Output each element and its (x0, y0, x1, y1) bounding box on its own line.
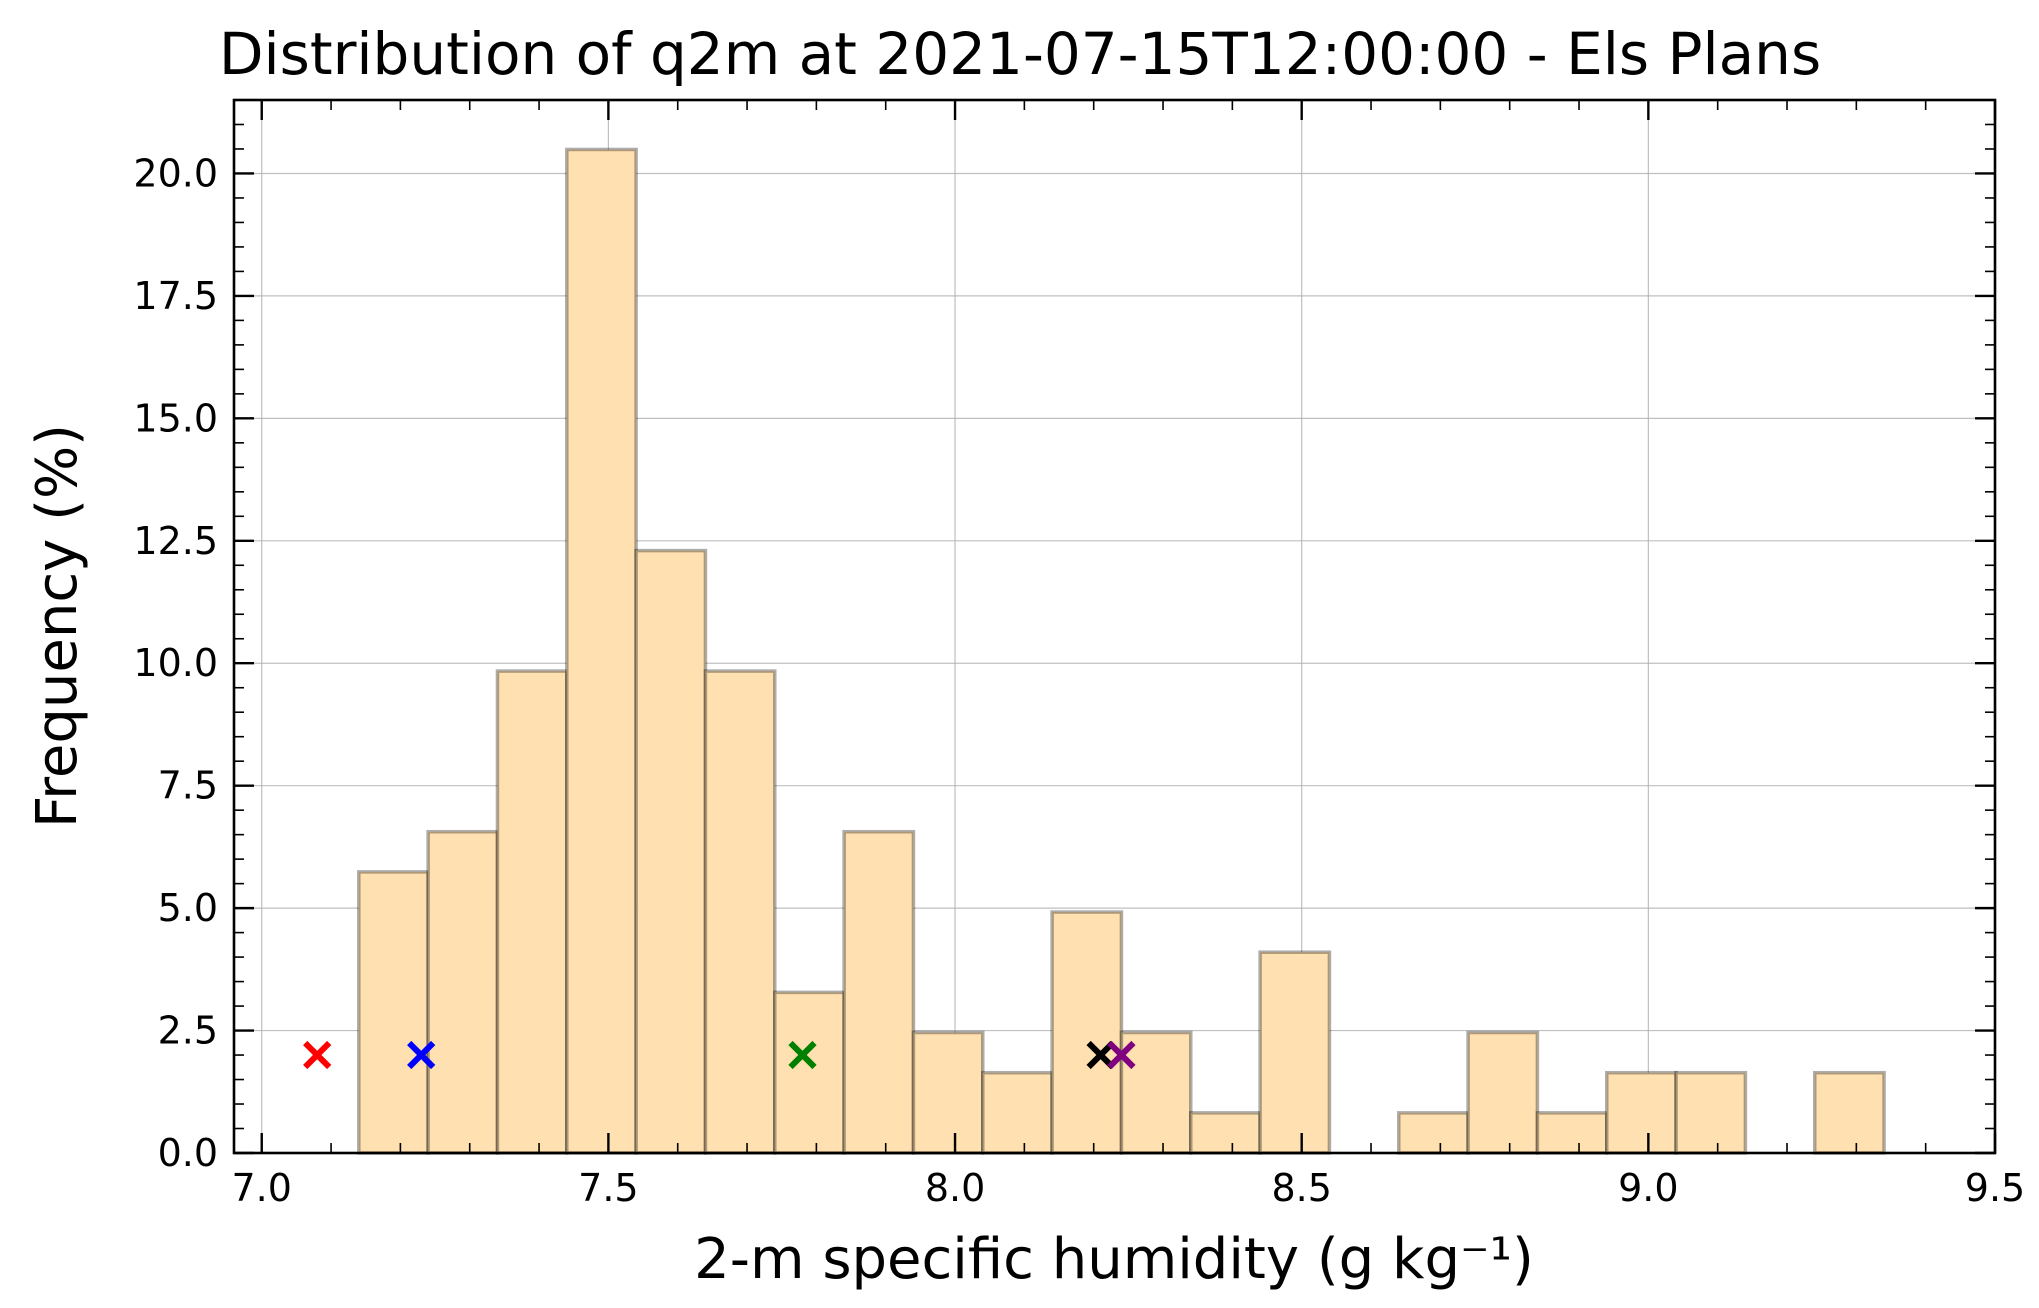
x-tick-label: 8.0 (925, 1166, 985, 1210)
x-tick-label: 7.0 (232, 1166, 292, 1210)
histogram-bar (1189, 1111, 1262, 1155)
y-tick-label: 17.5 (133, 274, 218, 318)
x-marker (407, 1040, 436, 1070)
histogram-bar (1397, 1111, 1470, 1155)
x-tick-label: 8.5 (1271, 1166, 1331, 1210)
y-tick-label: 15.0 (133, 396, 218, 440)
y-tick-label: 20.0 (133, 151, 218, 195)
y-tick-label: 0.0 (158, 1131, 218, 1175)
histogram-bar (1466, 1030, 1540, 1155)
x-marker (1086, 1040, 1115, 1070)
histogram-bar (842, 829, 916, 1155)
x-axis-label: 2-m specific humidity (g kg⁻¹) (694, 1227, 1534, 1292)
histogram-bar (1674, 1070, 1748, 1155)
x-marker (303, 1040, 332, 1070)
histogram-bar (1604, 1070, 1678, 1155)
histogram-bar (565, 147, 638, 1155)
x-tick-label: 9.0 (1618, 1166, 1678, 1210)
plot-frame (232, 98, 1997, 1155)
x-tick-label: 7.5 (578, 1166, 638, 1210)
histogram-bar (634, 548, 708, 1155)
y-axis-label: Frequency (%) (25, 424, 90, 828)
histogram-bar (426, 829, 500, 1155)
y-tick-label: 7.5 (158, 764, 218, 808)
y-tick-label: 10.0 (133, 641, 218, 685)
histogram-bar (495, 669, 569, 1155)
histogram-bar (1050, 910, 1124, 1155)
x-marker (788, 1040, 817, 1070)
y-tick-labels: 0.0 2.5 5.0 7.5 10.0 12.5 15.0 17.5 20.0 (133, 151, 218, 1175)
histogram-bar (1119, 1030, 1193, 1155)
histogram-bar (911, 1030, 985, 1155)
histogram-bars (357, 147, 1886, 1155)
histogram-bar (1812, 1070, 1886, 1155)
histogram-bar (1258, 950, 1332, 1155)
histogram-bar (773, 990, 846, 1155)
histogram-bar (703, 669, 777, 1155)
axis-ticks (234, 100, 1997, 1155)
histogram-bar (357, 870, 430, 1155)
histogram-bar (1535, 1111, 1609, 1155)
x-marker (1107, 1040, 1136, 1070)
histogram-bar (981, 1070, 1054, 1155)
x-tick-label: 9.5 (1965, 1166, 2025, 1210)
y-tick-label: 5.0 (158, 886, 218, 930)
y-tick-label: 2.5 (158, 1009, 218, 1053)
y-tick-label: 12.5 (133, 519, 218, 563)
x-tick-labels: 7.0 7.5 8.0 8.5 9.0 9.5 (232, 1166, 2026, 1210)
value-markers (303, 1040, 1136, 1070)
chart-title: Distribution of q2m at 2021-07-15T12:00:… (219, 20, 1821, 88)
